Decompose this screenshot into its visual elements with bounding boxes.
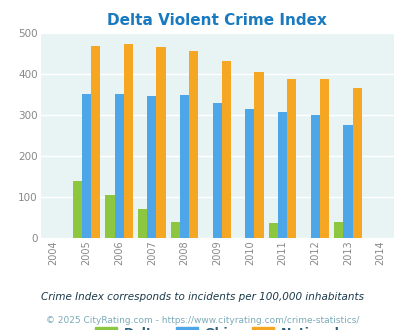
- Bar: [245, 109, 254, 238]
- Bar: [268, 223, 277, 238]
- Bar: [114, 94, 124, 238]
- Bar: [171, 222, 179, 238]
- Bar: [179, 95, 189, 238]
- Bar: [286, 79, 296, 238]
- Bar: [343, 125, 352, 238]
- Bar: [319, 79, 328, 238]
- Title: Delta Violent Crime Index: Delta Violent Crime Index: [107, 13, 326, 28]
- Bar: [277, 112, 286, 238]
- Bar: [212, 103, 221, 238]
- Bar: [352, 88, 361, 238]
- Legend: Delta, Ohio, National: Delta, Ohio, National: [90, 322, 343, 330]
- Bar: [189, 51, 198, 238]
- Bar: [254, 72, 263, 238]
- Bar: [105, 195, 114, 238]
- Bar: [82, 94, 91, 238]
- Bar: [138, 209, 147, 238]
- Bar: [310, 115, 319, 238]
- Bar: [156, 47, 165, 238]
- Text: © 2025 CityRating.com - https://www.cityrating.com/crime-statistics/: © 2025 CityRating.com - https://www.city…: [46, 315, 359, 325]
- Bar: [91, 46, 100, 238]
- Bar: [333, 222, 343, 238]
- Bar: [221, 61, 230, 238]
- Bar: [124, 44, 132, 238]
- Text: Crime Index corresponds to incidents per 100,000 inhabitants: Crime Index corresponds to incidents per…: [41, 292, 364, 302]
- Bar: [72, 181, 81, 238]
- Bar: [147, 96, 156, 238]
